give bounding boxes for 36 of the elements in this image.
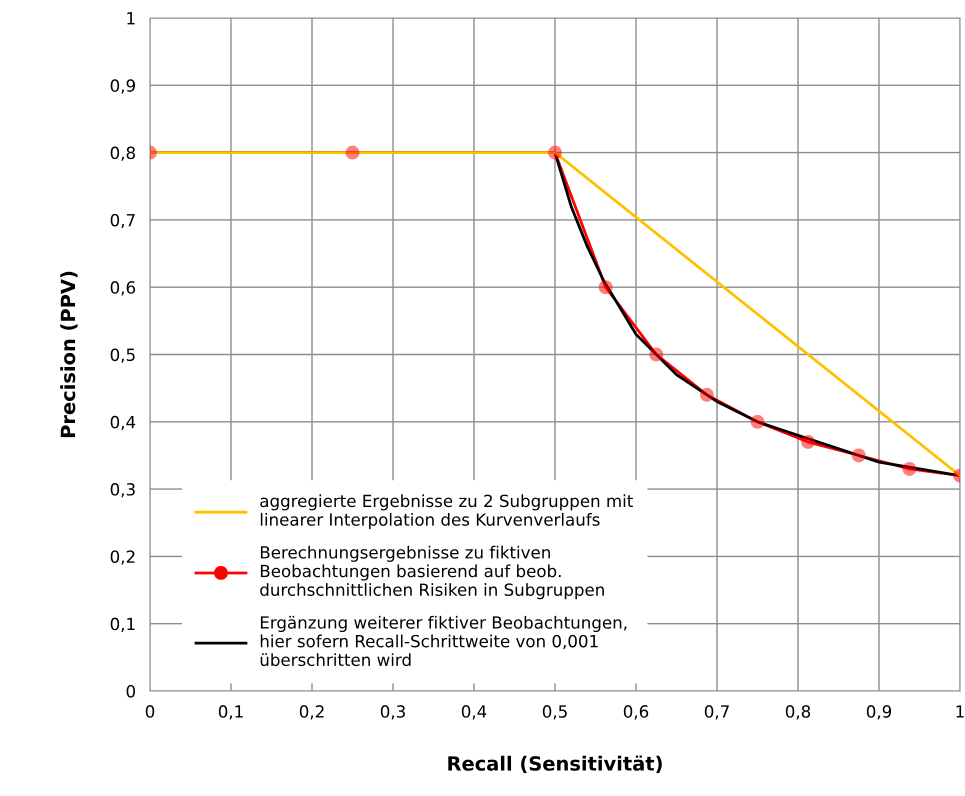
point — [852, 448, 866, 462]
legend-label: aggregierte Ergebnisse zu 2 Subgruppen mit linearer Interpolation des Kurvenverlaufs — [260, 494, 633, 530]
legend-label: Berechnungsergebnisse zu fiktiven Beobachtungen basierend auf beob. durchschnittlichen Risiken in Subgruppen — [260, 546, 604, 600]
point — [801, 435, 816, 449]
y-axis-title: Precision (PPV) — [60, 272, 78, 438]
point — [902, 462, 916, 476]
y-tick-label: 0,4 — [110, 416, 136, 430]
x-tick-label: 0,4 — [462, 705, 486, 720]
x-tick-label: 0,5 — [542, 705, 567, 720]
y-tick-label: 0 — [126, 684, 136, 698]
y-tick-label: 0,3 — [110, 483, 135, 498]
x-tick-label: 0,1 — [218, 705, 243, 720]
x-tick-label: 0 — [146, 705, 154, 718]
x-tick-label: 0,6 — [624, 705, 648, 720]
x-tick-label: 0,7 — [704, 705, 729, 720]
x-tick-label: 0,8 — [786, 705, 810, 720]
legend-label: Ergänzung weiterer fiktiver Beobachtungen, hier sofern Recall-Schrittweite von 0,001 überschritten wird — [260, 616, 626, 666]
y-tick-label: 0,7 — [110, 214, 135, 228]
y-tick-label: 0,1 — [110, 618, 135, 632]
x-tick-label: 0,2 — [300, 705, 324, 720]
x-axis-title: Recall (Sensitivität) — [448, 755, 662, 774]
point — [346, 146, 360, 160]
point — [649, 348, 664, 362]
y-tick-label: 0,2 — [110, 550, 134, 565]
y-tick-label: 0,8 — [110, 146, 135, 161]
point — [750, 414, 764, 429]
y-tick-label: 0,9 — [110, 79, 135, 94]
x-tick-label: 0,3 — [380, 705, 405, 720]
y-tick-label: 0,5 — [110, 348, 135, 363]
y-tick-label: 1 — [127, 12, 135, 24]
point — [548, 146, 562, 160]
x-tick-label: 1 — [956, 705, 964, 718]
x-tick-label: 0,9 — [866, 705, 892, 720]
point — [598, 280, 613, 294]
point — [700, 388, 714, 402]
y-tick-label: 0,6 — [110, 281, 136, 296]
